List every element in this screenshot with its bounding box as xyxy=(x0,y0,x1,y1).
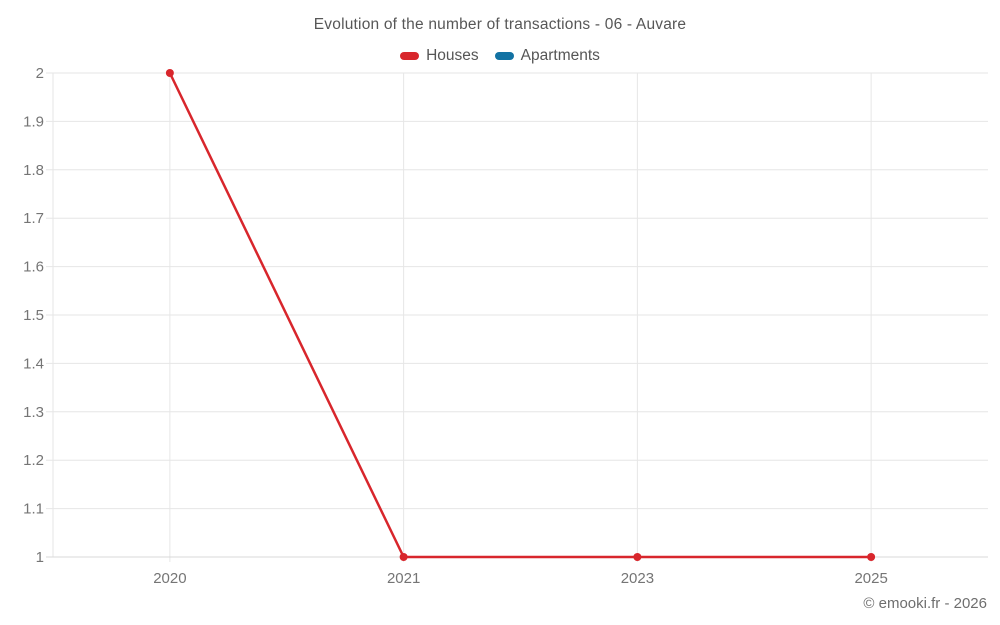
copyright-text: © emooki.fr - 2026 xyxy=(863,595,987,612)
chart-legend: Houses Apartments xyxy=(0,46,1000,66)
y-axis-tick-label: 1.4 xyxy=(23,355,44,372)
x-axis-tick-label: 2020 xyxy=(153,570,186,587)
y-axis-tick-label: 1.5 xyxy=(23,307,44,324)
x-axis-tick-label: 2023 xyxy=(621,570,654,587)
y-axis-tick-label: 1.2 xyxy=(23,452,44,469)
y-axis-tick-label: 1 xyxy=(36,549,44,566)
data-point-houses-2021 xyxy=(399,553,408,561)
series-line-houses xyxy=(168,72,872,559)
y-axis-tick-label: 1.1 xyxy=(23,501,44,518)
apartments-legend-label: Apartments xyxy=(520,47,600,64)
y-axis-tick-label: 1.3 xyxy=(23,404,44,421)
y-axis-tick-label: 1.6 xyxy=(23,259,44,276)
x-axis-tick-label: 2025 xyxy=(854,570,887,587)
data-point-houses-2020 xyxy=(165,69,174,77)
chart-title: Evolution of the number of transactions … xyxy=(313,16,687,33)
y-axis-tick-label: 2 xyxy=(36,65,44,82)
legend-item-houses[interactable]: Houses xyxy=(400,47,479,65)
x-axis-tick-label: 2021 xyxy=(387,570,420,587)
houses-legend-label: Houses xyxy=(426,47,479,64)
data-point-houses-2025 xyxy=(867,553,876,561)
legend-item-apartments[interactable]: Apartments xyxy=(494,47,600,65)
y-axis-tick-label: 1.7 xyxy=(23,210,44,227)
y-axis-tick-label: 1.9 xyxy=(23,113,44,130)
y-axis-tick-label: 1.8 xyxy=(23,162,44,179)
houses-legend-swatch xyxy=(400,52,420,60)
apartments-legend-swatch xyxy=(494,52,514,60)
data-point-houses-2023 xyxy=(633,553,642,561)
